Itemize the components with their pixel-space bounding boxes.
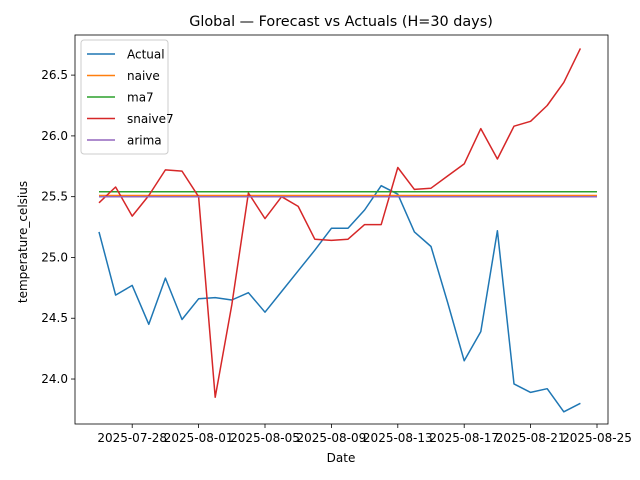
y-tick-label: 26.0 bbox=[41, 129, 68, 143]
legend-label-naive: naive bbox=[127, 69, 160, 83]
legend-label-snaive7: snaive7 bbox=[127, 112, 174, 126]
x-axis-label: Date bbox=[327, 451, 356, 465]
x-tick-label: 2025-08-21 bbox=[496, 431, 566, 445]
series-layer bbox=[98, 48, 597, 413]
x-tick-label: 2025-07-28 bbox=[97, 431, 167, 445]
y-tick-label: 24.5 bbox=[41, 311, 68, 325]
series-line-snaive7 bbox=[98, 48, 582, 399]
y-axis: 24.0 24.5 25.0 25.5 26.0 26.5 bbox=[41, 68, 75, 386]
x-tick-label: 2025-08-25 bbox=[562, 431, 632, 445]
x-tick-label: 2025-08-17 bbox=[429, 431, 499, 445]
x-tick-label: 2025-08-13 bbox=[363, 431, 433, 445]
plot-frame bbox=[74, 34, 609, 425]
x-tick-label: 2025-08-05 bbox=[230, 431, 300, 445]
legend-box bbox=[80, 39, 169, 155]
y-tick-label: 26.5 bbox=[41, 68, 68, 82]
x-tick-label: 2025-08-01 bbox=[164, 431, 234, 445]
x-tick-label: 2025-08-09 bbox=[297, 431, 367, 445]
legend-label-ma7: ma7 bbox=[127, 91, 154, 105]
plot-area bbox=[74, 34, 609, 425]
y-tick-label: 25.0 bbox=[41, 250, 68, 264]
series-line-Actual bbox=[98, 184, 581, 413]
legend-label-Actual: Actual bbox=[127, 48, 165, 62]
y-tick-label: 24.0 bbox=[41, 372, 68, 386]
chart-title: Global — Forecast vs Actuals (H=30 days) bbox=[189, 14, 493, 30]
legend-label-arima: arima bbox=[127, 134, 162, 148]
y-axis-label: temperature_celsius bbox=[16, 181, 30, 303]
x-axis: 2025-07-282025-08-012025-08-052025-08-09… bbox=[97, 424, 632, 445]
legend: Actual naive ma7 snaive7 arima bbox=[80, 39, 174, 155]
y-tick-label: 25.5 bbox=[41, 190, 68, 204]
